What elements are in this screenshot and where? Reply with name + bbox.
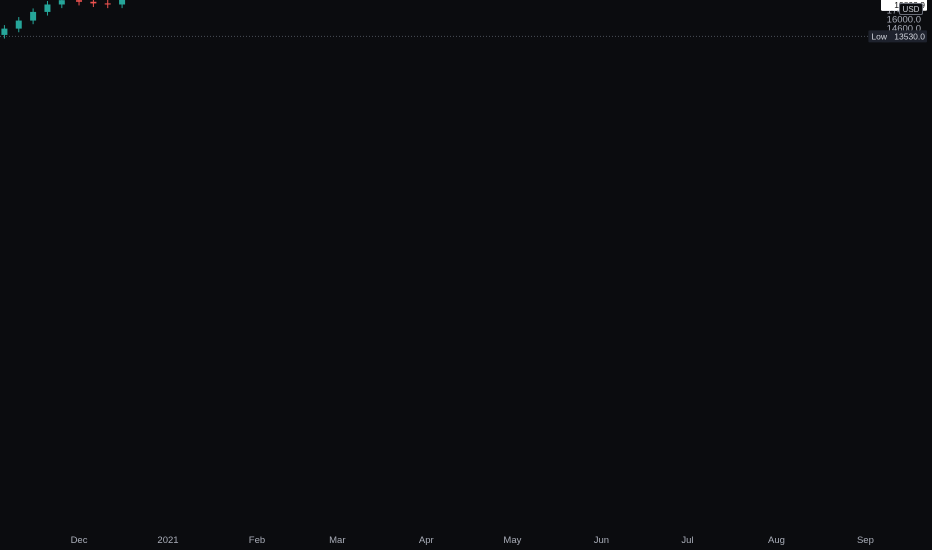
- candle-body: [119, 0, 126, 5]
- x-tick-label: Aug: [768, 535, 785, 546]
- time-axis[interactable]: Dec 2021 Feb Mar Apr May Jun Jul Aug Sep: [71, 535, 874, 546]
- candle-body: [30, 11, 37, 21]
- candle-body: [44, 4, 51, 12]
- price-tag-value: 13530.0: [894, 31, 925, 41]
- x-tick-label: Jul: [681, 535, 693, 546]
- candle-body: [76, 0, 83, 2]
- candle-body: [104, 3, 111, 5]
- price-tag-label-box: [868, 30, 890, 43]
- x-tick-label: Mar: [329, 535, 345, 546]
- x-tick-label: Dec: [71, 535, 88, 546]
- candle-body: [90, 1, 97, 4]
- candle-body: [58, 0, 65, 5]
- price-tags: 64829.0High41386.439696.9Avg32726.0BTCUS…: [0, 0, 927, 43]
- x-tick-label: Apr: [419, 535, 434, 546]
- candle-body: [15, 20, 22, 29]
- x-tick-label: Jun: [594, 535, 609, 546]
- x-tick-label: Feb: [249, 535, 265, 546]
- currency-badge[interactable]: USD: [899, 3, 923, 15]
- candlestick-series[interactable]: [1, 0, 664, 39]
- x-tick-label: May: [503, 535, 521, 546]
- x-tick-label: 2021: [157, 535, 178, 546]
- price-tag-box: [881, 30, 927, 43]
- candle-body: [1, 28, 8, 35]
- y-tick-label: 16000.0: [887, 14, 921, 25]
- y-tick-label: 14600.0: [887, 24, 921, 35]
- x-tick-label: Sep: [857, 535, 874, 546]
- price-tag-label: Low: [871, 31, 887, 41]
